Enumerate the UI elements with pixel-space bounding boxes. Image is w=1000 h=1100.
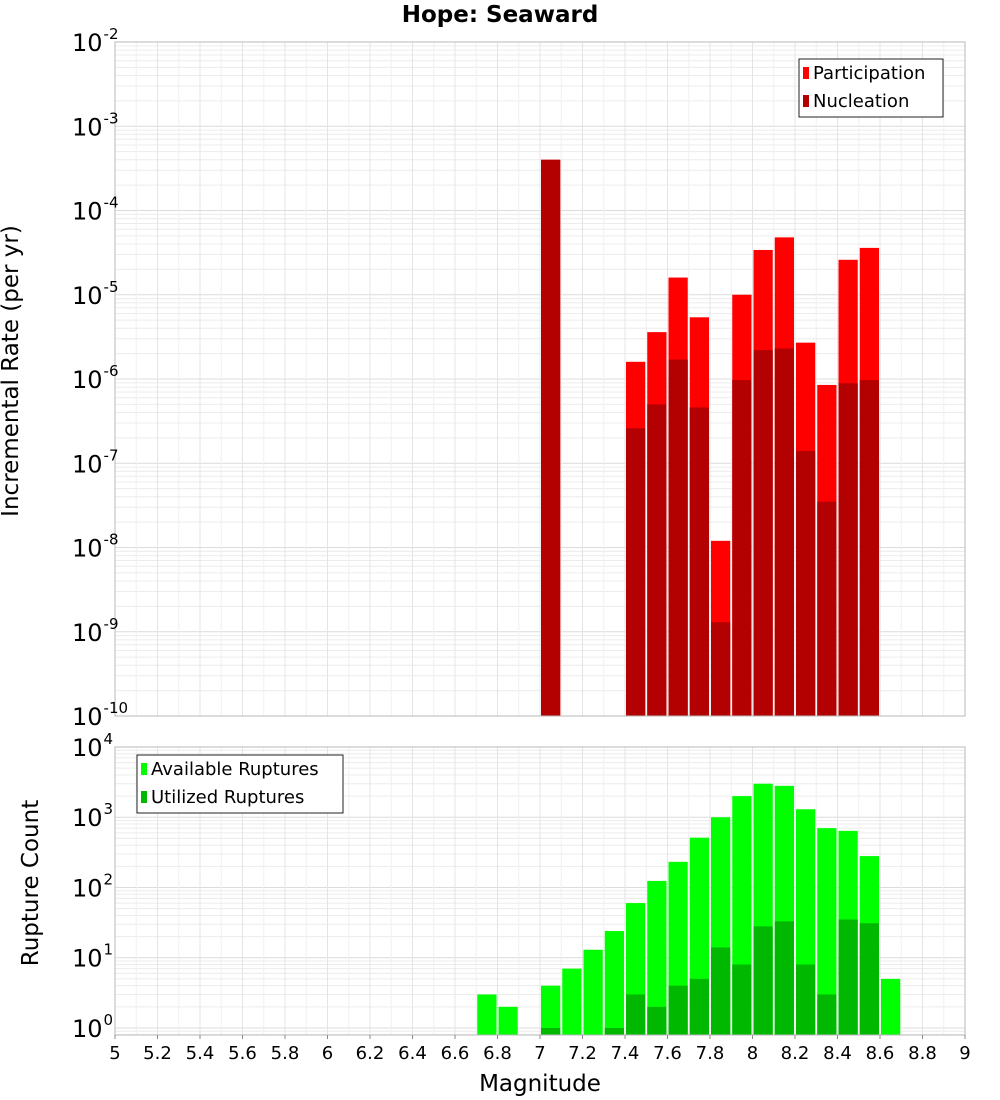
bar-available-ruptures	[881, 978, 901, 1035]
legend-box	[798, 58, 944, 118]
bar-utilized-ruptures	[711, 947, 731, 1035]
bar-available-ruptures	[583, 949, 603, 1035]
x-tick-label: 5.2	[143, 1043, 172, 1064]
x-tick-label: 7.8	[696, 1043, 725, 1064]
bar-nucleation	[859, 380, 879, 716]
bar-nucleation	[668, 359, 688, 716]
y-tick-label: 103	[72, 800, 113, 832]
y-tick-label: 10-2	[72, 25, 119, 57]
x-tick-label: 6.8	[483, 1043, 512, 1064]
bar-utilized-ruptures	[689, 978, 709, 1035]
plot-frame	[114, 41, 966, 717]
y-tick-label: 10-5	[72, 278, 119, 310]
bar-nucleation	[796, 450, 816, 716]
bar-nucleation	[753, 350, 773, 716]
legend-swatch	[803, 95, 809, 107]
legend-label: Nucleation	[813, 91, 909, 112]
bar-nucleation	[541, 159, 561, 717]
bar-nucleation	[817, 501, 837, 716]
legend-label: Available Ruptures	[151, 759, 319, 780]
bar-available-ruptures	[541, 985, 561, 1035]
x-tick-label: 6.2	[356, 1043, 385, 1064]
y-tick-label: 102	[72, 870, 113, 902]
bars-layer	[477, 159, 901, 1035]
x-tick-label: 7.2	[568, 1043, 597, 1064]
bar-nucleation	[732, 380, 752, 716]
x-tick-label: 5.6	[228, 1043, 257, 1064]
bar-available-ruptures	[647, 880, 667, 1035]
x-tick-label: 9	[959, 1043, 970, 1064]
x-axis-label: Magnitude	[479, 1071, 601, 1097]
frame-layer	[114, 41, 966, 1039]
legend-label: Utilized Ruptures	[151, 787, 304, 808]
bar-nucleation	[647, 404, 667, 716]
x-tick-label: 8.2	[781, 1043, 810, 1064]
bar-nucleation	[774, 348, 794, 716]
x-tick-label: 8.8	[908, 1043, 937, 1064]
bar-available-ruptures	[477, 994, 497, 1035]
x-tick-label: 6	[322, 1043, 333, 1064]
x-tick-label: 5.4	[186, 1043, 215, 1064]
bar-utilized-ruptures	[753, 926, 773, 1035]
chart-title: Hope: Seaward	[402, 2, 599, 28]
bar-utilized-ruptures	[604, 1027, 624, 1035]
legend-swatch	[141, 763, 147, 775]
bar-available-ruptures	[562, 968, 582, 1035]
x-tick-label: 7.4	[611, 1043, 640, 1064]
bar-utilized-ruptures	[541, 1027, 561, 1035]
y-tick-label: 10-10	[72, 699, 128, 731]
y-tick-label: 101	[72, 941, 113, 973]
x-tick-label: 8.4	[823, 1043, 852, 1064]
y-tick-label: 10-3	[72, 109, 119, 141]
x-tick-label: 5	[109, 1043, 120, 1064]
bar-utilized-ruptures	[796, 964, 816, 1035]
bar-utilized-ruptures	[732, 964, 752, 1035]
x-tick-label: 8.6	[866, 1043, 895, 1064]
y-tick-label: 10-7	[72, 446, 119, 478]
bar-available-ruptures	[817, 828, 837, 1035]
legend-swatch	[141, 791, 147, 803]
text-layer: 10-10 10-9 10-8 10-7 10-6 10-5 10-4 10-3 10-2 Inc…	[0, 25, 971, 1064]
y-tick-label: 10-9	[72, 615, 119, 647]
y-tick-label: 104	[72, 730, 113, 762]
bar-utilized-ruptures	[817, 994, 837, 1035]
legend-label: Participation	[813, 63, 925, 84]
y-tick-label: 100	[72, 1011, 113, 1043]
bar-utilized-ruptures	[838, 919, 858, 1035]
x-tick-label: 6.4	[398, 1043, 427, 1064]
bar-nucleation	[838, 383, 858, 716]
bar-nucleation	[689, 407, 709, 716]
legend-box	[136, 754, 344, 814]
legend-swatch	[803, 67, 809, 79]
bar-utilized-ruptures	[774, 921, 794, 1035]
bar-nucleation	[626, 428, 646, 716]
x-tick-label: 5.8	[271, 1043, 300, 1064]
bar-available-ruptures	[498, 1006, 518, 1035]
bar-utilized-ruptures	[859, 923, 879, 1035]
x-tick-label: 7.6	[653, 1043, 682, 1064]
bar-utilized-ruptures	[626, 994, 646, 1035]
y-tick-label: 10-4	[72, 194, 119, 226]
x-tick-label: 8	[747, 1043, 758, 1064]
y-axis-label: Incremental Rate (per yr)	[0, 225, 24, 517]
grid-layer	[114, 42, 966, 1036]
x-tick-label: 6.6	[441, 1043, 470, 1064]
bar-available-ruptures	[604, 931, 624, 1035]
y-tick-label: 10-6	[72, 362, 119, 394]
x-tick-label: 7	[534, 1043, 545, 1064]
bar-utilized-ruptures	[668, 985, 688, 1035]
bar-utilized-ruptures	[647, 1006, 667, 1035]
y-tick-label: 10-8	[72, 531, 119, 563]
bar-nucleation	[711, 622, 731, 716]
y-axis-label: Rupture Count	[18, 800, 44, 966]
